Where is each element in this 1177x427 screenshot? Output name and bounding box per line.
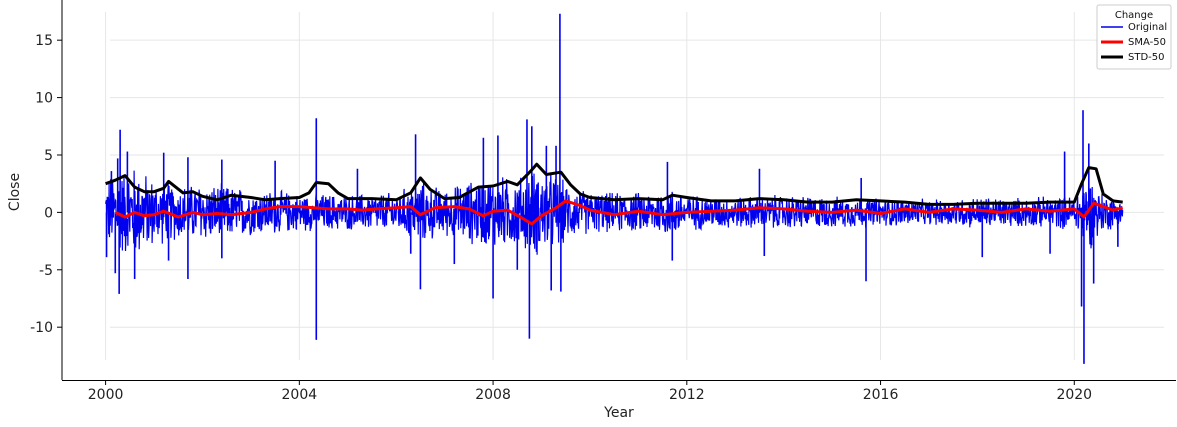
y-tick-label: -10 [30,320,53,336]
ticks: 2000 2004 2008 2012 2016 2020 -10 -5 0 5 10 15 [30,33,1092,403]
x-tick-label: 2004 [282,387,318,403]
x-tick-label: 2016 [863,387,899,403]
axes [61,0,1176,381]
x-tick-label: 2008 [475,387,511,403]
grid [105,12,1164,360]
y-tick-label: 10 [35,91,53,107]
x-tick-label: 2000 [88,387,124,403]
legend-box [1096,4,1172,70]
x-axis-label: Year [603,405,634,421]
legend-entry-label: Original [1128,22,1167,33]
series-std-50-line [105,162,1123,206]
series-original-line [105,170,1124,255]
series-sma-50-line [114,199,1124,226]
plot-area [105,13,1124,364]
legend-entry-label: SMA-50 [1128,37,1166,48]
y-tick-label: 0 [44,205,53,221]
legend: Change Original SMA-50 STD-50 [1096,4,1172,70]
legend-entries: Original SMA-50 STD-50 [1101,22,1167,63]
legend-title: Change [1115,10,1153,21]
y-axis-label: Close [7,173,23,211]
legend-entry-label: STD-50 [1128,52,1165,63]
x-tick-label: 2012 [669,387,705,403]
y-tick-label: -5 [39,263,53,279]
y-tick-label: 15 [35,33,53,49]
y-tick-label: 5 [44,148,53,164]
x-tick-label: 2020 [1056,387,1092,403]
